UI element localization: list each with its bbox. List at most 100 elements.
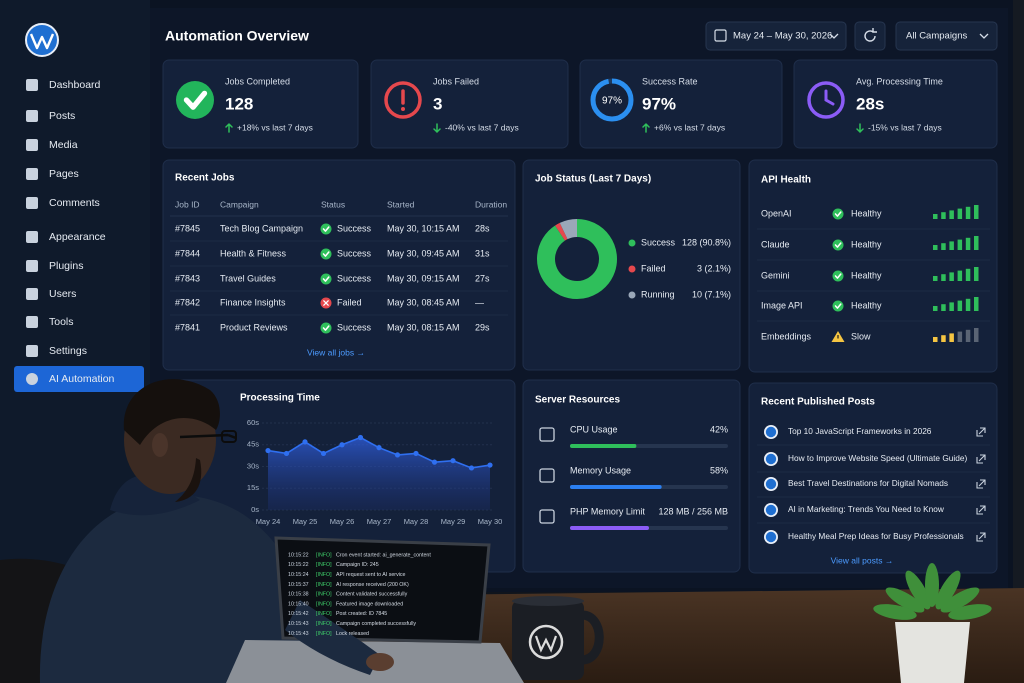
stat-label: Jobs Completed — [225, 76, 290, 86]
card-title: Processing Time — [240, 393, 320, 404]
view-all-link[interactable]: View all posts → — [831, 555, 894, 565]
x-tick-label: May 29 — [441, 517, 466, 526]
post-title[interactable]: Best Travel Destinations for Digital Nom… — [788, 478, 948, 488]
page-title: Automation Overview — [165, 28, 309, 44]
menu-item[interactable]: Appearance — [49, 231, 106, 243]
job-cell: Health & Fitness — [220, 248, 287, 258]
log-level: [INFO] — [316, 621, 332, 627]
leaf — [940, 587, 980, 613]
menu-item[interactable]: Users — [49, 288, 76, 300]
y-tick-label: 30s — [247, 461, 259, 470]
signal-bar — [949, 272, 954, 281]
job-cell: 31s — [475, 248, 490, 258]
log-time: 10:15:42 — [288, 611, 309, 617]
log-message: Featured image downloaded — [336, 601, 403, 607]
job-cell: #7845 — [175, 223, 200, 233]
menu-item[interactable]: Pages — [49, 168, 79, 180]
job-cell: May 30, 09:15 AM — [387, 273, 460, 283]
check-mark — [834, 273, 842, 279]
job-status: Success — [337, 223, 372, 233]
stat-change: +6% vs last 7 days — [654, 122, 725, 132]
date-range: May 24 – May 30, 2026 — [733, 31, 832, 42]
resource-icon — [539, 509, 555, 524]
signal-bar — [957, 270, 963, 281]
job-cell: 28s — [475, 223, 490, 233]
signal-bar — [965, 329, 971, 342]
trend-down — [856, 123, 864, 134]
card-title: Server Resources — [535, 395, 620, 406]
campaign-filter[interactable] — [895, 21, 998, 51]
resource-value: 58% — [710, 465, 728, 475]
view-all-link[interactable]: View all jobs → — [307, 347, 365, 357]
legend-value: 3 (2.1%) — [697, 263, 731, 273]
signal-bar — [941, 243, 946, 250]
signal-bar — [941, 335, 946, 342]
post-title[interactable]: Top 10 JavaScript Frameworks in 2026 — [788, 426, 932, 436]
log-level: [INFO] — [316, 601, 332, 607]
date-picker[interactable] — [705, 21, 847, 51]
api-name: Embeddings — [761, 331, 812, 341]
status-icon — [320, 273, 332, 285]
laptop-screen — [274, 536, 491, 644]
point — [283, 450, 290, 457]
menu-icon — [26, 79, 38, 91]
signal-bar — [949, 302, 954, 311]
log-level: [INFO] — [316, 611, 332, 617]
post-title[interactable]: AI in Marketing: Trends You Need to Know — [788, 504, 945, 514]
menu-item[interactable]: Plugins — [49, 260, 83, 272]
card — [522, 159, 741, 371]
signal-bar — [974, 236, 979, 250]
post-title[interactable]: Healthy Meal Prep Ideas for Busy Profess… — [788, 531, 964, 541]
cross-mark — [323, 300, 329, 306]
menu-item[interactable]: AI Automation — [49, 373, 115, 385]
job-cell: May 30, 08:45 AM — [387, 297, 460, 307]
card — [748, 159, 998, 373]
refresh-button[interactable] — [854, 21, 886, 51]
signal-bar — [949, 333, 954, 342]
job-status: Success — [337, 322, 372, 332]
menu-item[interactable]: Dashboard — [49, 79, 101, 91]
signal-bar — [933, 245, 938, 250]
stat-label: Success Rate — [642, 76, 698, 86]
resource-bar — [570, 526, 649, 530]
menu-icon — [26, 168, 38, 180]
menu-item[interactable]: Tools — [49, 316, 74, 328]
api-status: Healthy — [851, 300, 882, 310]
log-time: 10:15:38 — [288, 592, 309, 598]
x-tick-label: May 26 — [330, 517, 355, 526]
leaf — [925, 563, 939, 607]
resource-icon — [539, 427, 555, 442]
log-level: [INFO] — [316, 631, 332, 637]
check-mark — [322, 251, 330, 257]
menu-item[interactable]: Settings — [49, 345, 87, 357]
job-cell: — — [475, 297, 484, 307]
menu-item[interactable]: Media — [49, 139, 78, 151]
card — [162, 159, 516, 371]
column-header: Job ID — [175, 199, 200, 209]
glasses — [179, 433, 237, 440]
clock-hands — [824, 89, 835, 106]
job-cell: 29s — [475, 322, 490, 332]
leaf — [873, 604, 917, 620]
external-link-icon — [976, 427, 986, 437]
point — [320, 450, 327, 457]
job-cell: May 30, 10:15 AM — [387, 223, 460, 233]
log-level: [INFO] — [316, 572, 332, 578]
menu-item[interactable]: Posts — [49, 110, 75, 122]
menu-icon — [26, 316, 38, 328]
logo — [25, 23, 59, 57]
trend-up — [225, 122, 233, 133]
resource-bar — [570, 444, 637, 448]
post-title[interactable]: How to Improve Website Speed (Ultimate G… — [788, 453, 967, 463]
x-tick-label: May 28 — [404, 517, 429, 526]
menu-icon — [26, 260, 38, 272]
api-name: Image API — [761, 300, 803, 310]
point — [339, 442, 345, 448]
job-cell: Product Reviews — [220, 322, 288, 332]
log-message: API request sent to AI service — [336, 572, 406, 578]
stat-label: Avg. Processing Time — [856, 76, 943, 86]
check-mark — [834, 211, 842, 217]
job-cell: Finance Insights — [220, 297, 286, 307]
menu-item[interactable]: Comments — [49, 197, 100, 209]
